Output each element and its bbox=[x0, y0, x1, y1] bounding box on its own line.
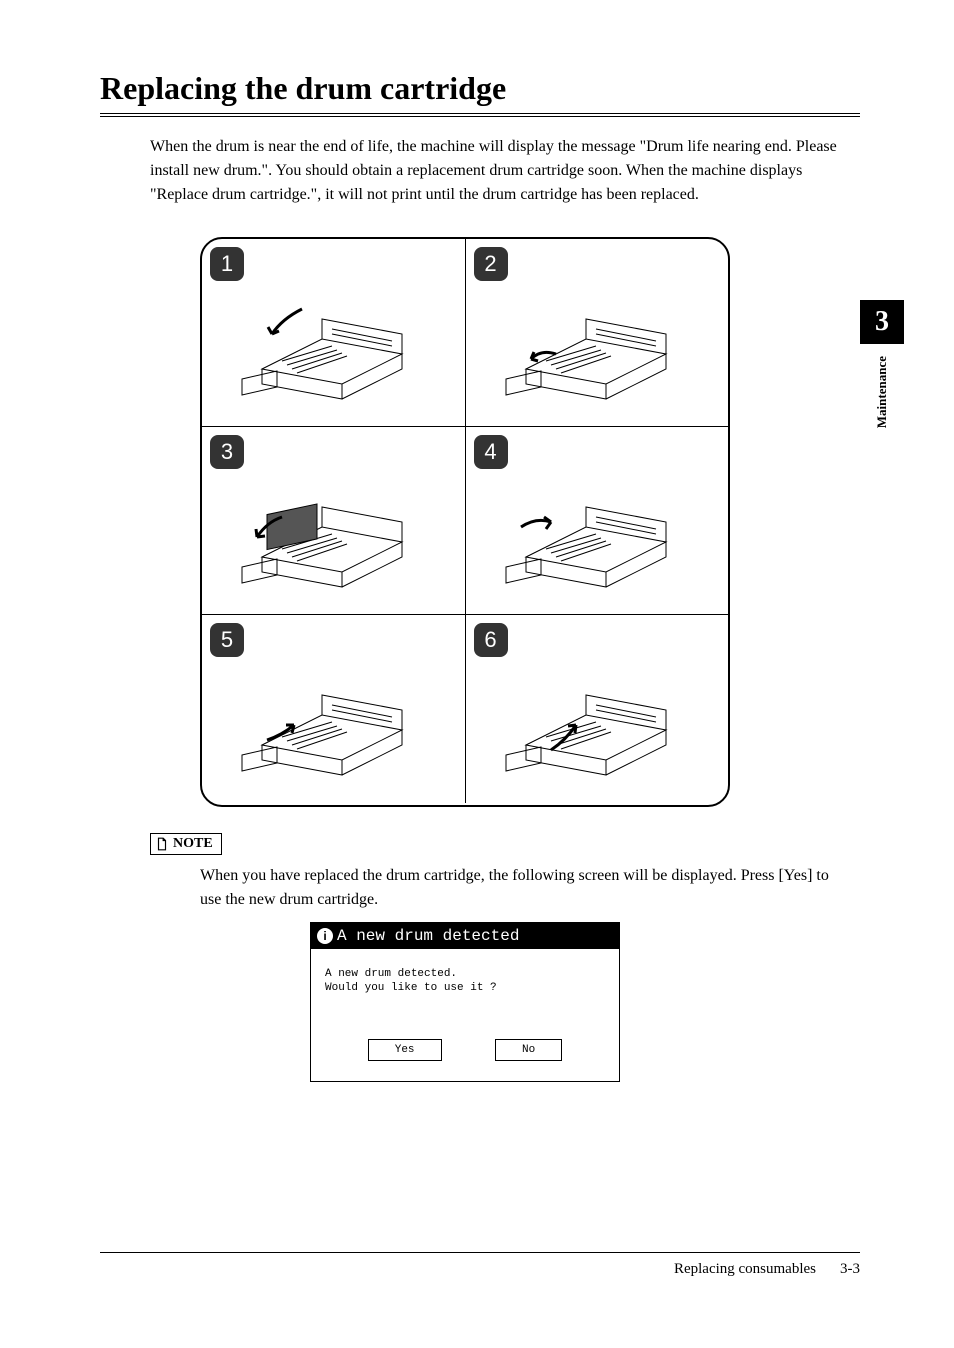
printer-illustration bbox=[232, 467, 432, 597]
diagram-step-4: 4 bbox=[466, 427, 729, 614]
footer-section: Replacing consumables bbox=[674, 1261, 816, 1278]
lcd-no-button: No bbox=[495, 1039, 562, 1061]
note-label: NOTE bbox=[150, 833, 222, 855]
intro-paragraph: When the drum is near the end of life, t… bbox=[150, 135, 850, 207]
page-footer: Replacing consumables 3-3 bbox=[100, 1252, 860, 1278]
printer-illustration bbox=[232, 279, 432, 409]
diagram-step-6: 6 bbox=[466, 615, 729, 803]
step-badge: 4 bbox=[474, 435, 508, 469]
note-text: When you have replaced the drum cartridg… bbox=[200, 864, 840, 912]
chapter-tab: 3 Maintenance bbox=[860, 300, 904, 428]
lcd-header: i A new drum detected bbox=[311, 923, 619, 949]
printer-illustration bbox=[496, 279, 696, 409]
page-title: Replacing the drum cartridge bbox=[100, 70, 860, 117]
step-badge: 2 bbox=[474, 247, 508, 281]
lcd-body-line: Would you like to use it ? bbox=[325, 981, 605, 995]
step-badge: 5 bbox=[210, 623, 244, 657]
printer-illustration bbox=[232, 655, 432, 785]
chapter-label: Maintenance bbox=[874, 356, 890, 428]
note-label-text: NOTE bbox=[173, 836, 213, 852]
diagram-step-3: 3 bbox=[202, 427, 466, 614]
lcd-yes-button: Yes bbox=[368, 1039, 442, 1061]
printer-illustration bbox=[496, 655, 696, 785]
info-icon: i bbox=[317, 928, 333, 944]
note-icon bbox=[155, 837, 169, 851]
lcd-screenshot: i A new drum detected A new drum detecte… bbox=[310, 922, 620, 1082]
footer-page-number: 3-3 bbox=[840, 1261, 860, 1278]
step-badge: 3 bbox=[210, 435, 244, 469]
chapter-number: 3 bbox=[860, 300, 904, 344]
step-diagram-panel: 1 bbox=[200, 237, 730, 807]
printer-illustration bbox=[496, 467, 696, 597]
diagram-step-2: 2 bbox=[466, 239, 729, 426]
diagram-step-5: 5 bbox=[202, 615, 466, 803]
note-section: NOTE When you have replaced the drum car… bbox=[150, 833, 860, 912]
lcd-body-line: A new drum detected. bbox=[325, 967, 605, 981]
step-badge: 1 bbox=[210, 247, 244, 281]
step-badge: 6 bbox=[474, 623, 508, 657]
diagram-step-1: 1 bbox=[202, 239, 466, 426]
lcd-header-text: A new drum detected bbox=[337, 927, 519, 945]
lcd-body: A new drum detected. Would you like to u… bbox=[311, 949, 619, 1029]
